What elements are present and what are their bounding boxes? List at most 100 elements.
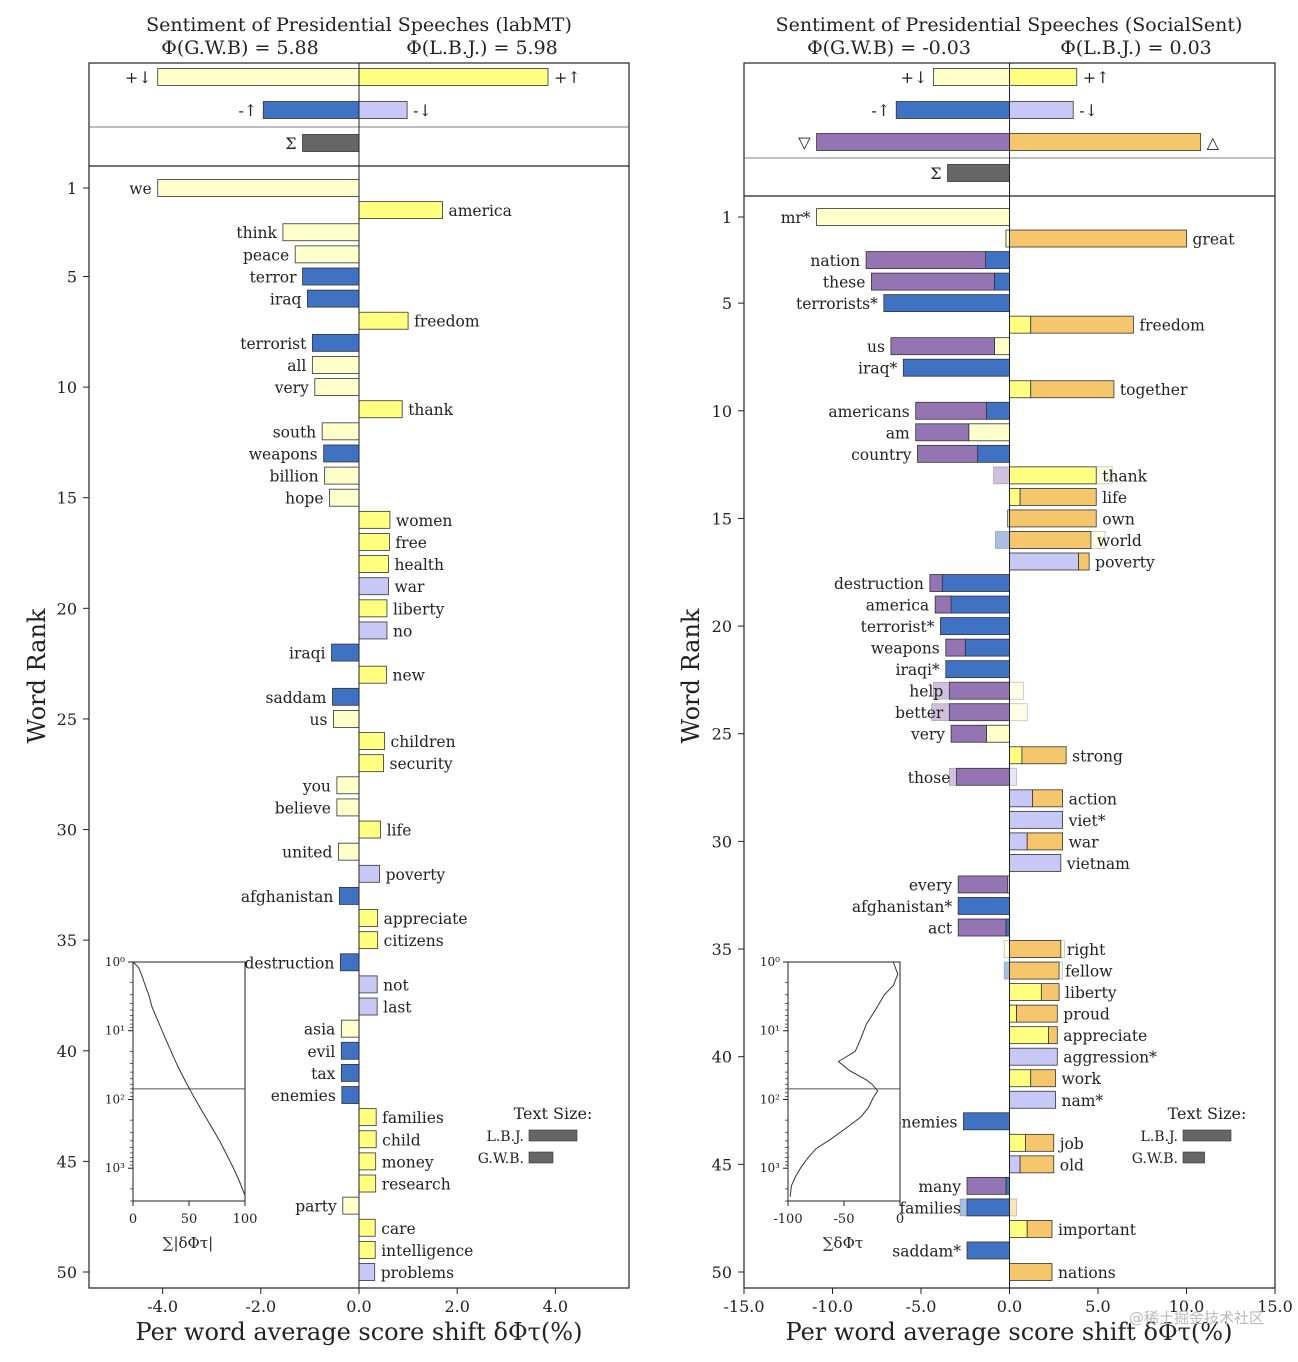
labmt-word-label: very	[274, 379, 309, 397]
labmt-word-label: no	[393, 622, 412, 640]
socialsent-word-bar	[1009, 1090, 1056, 1109]
socialsent-word-label: better	[895, 704, 944, 722]
socialsent-word-label: nations	[1058, 1264, 1116, 1282]
socialsent-word-label: very	[910, 726, 945, 744]
labmt-word-bar	[358, 1218, 376, 1237]
socialsent-word-bar	[1009, 681, 1025, 700]
labmt-x-tick-label: 4.0	[543, 1297, 568, 1316]
socialsent-x-tick-label: 0.0	[997, 1297, 1022, 1316]
socialsent-word-bar	[1021, 746, 1067, 765]
labmt-word-label: security	[390, 755, 453, 773]
socialsent-word-bar	[1009, 1133, 1026, 1152]
socialsent-word-bar	[1009, 703, 1028, 722]
socialsent-word-bar	[994, 337, 1010, 356]
labmt-word-label: tax	[311, 1065, 335, 1083]
socialsent-word-bar	[871, 272, 995, 291]
socialsent-word-label: freedom	[1139, 317, 1205, 335]
socialsent-word-bar	[1009, 767, 1017, 786]
labmt-inset-curve	[132, 961, 246, 1196]
socialsent-word-label: these	[823, 274, 866, 292]
socialsent-chart-title: Sentiment of Presidential Speeches (Soci…	[776, 14, 1243, 36]
labmt-text-size-legend: Text Size: L.B.J. G.W.B.	[478, 1104, 593, 1167]
socialsent-summary-bar-label: -↓	[1079, 101, 1098, 120]
socialsent-word-bar	[1009, 552, 1079, 571]
socialsent-word-label: every	[909, 876, 953, 894]
labmt-summary-bar	[262, 101, 360, 119]
labmt-word-bar	[311, 356, 360, 374]
socialsent-inset-x-tick-label: 0	[896, 1212, 904, 1227]
socialsent-x-tick-label: -15.0	[723, 1297, 764, 1316]
labmt-word-label: money	[382, 1153, 434, 1171]
labmt-word-label: destruction	[244, 954, 334, 972]
labmt-word-label: life	[387, 822, 412, 840]
socialsent-word-bar	[1025, 1133, 1055, 1152]
labmt-word-bar	[311, 333, 360, 352]
labmt-word-bar	[358, 1108, 377, 1127]
socialsent-inset-frame	[787, 961, 901, 1202]
socialsent-word-bar	[945, 638, 966, 657]
labmt-word-label: all	[287, 357, 306, 375]
labmt-summary-bar-label: +↓	[125, 68, 152, 87]
labmt-word-bar	[323, 444, 360, 463]
labmt-y-tick-label: 45	[57, 1152, 77, 1171]
socialsent-x-tick-label: 5.0	[1085, 1297, 1110, 1316]
socialsent-word-bar	[1009, 1004, 1017, 1023]
socialsent-inset-x-tick-label: -100	[773, 1212, 802, 1227]
labmt-word-bar	[358, 621, 388, 640]
labmt-word-bar	[358, 400, 403, 419]
labmt-word-bar	[340, 1041, 360, 1060]
labmt-word-bar	[358, 1240, 376, 1259]
labmt-word-label: war	[394, 578, 425, 596]
labmt-summary-bar	[358, 68, 549, 86]
socialsent-summary-bar	[947, 164, 1010, 182]
labmt-word-bar	[341, 1086, 360, 1104]
socialsent-word-bar	[948, 703, 1010, 722]
socialsent-word-label: proud	[1063, 1006, 1110, 1024]
socialsent-word-label: thank	[1102, 467, 1147, 485]
labmt-word-bar	[340, 1063, 360, 1082]
socialsent-word-bar	[950, 724, 987, 743]
socialsent-word-bar	[948, 767, 957, 786]
socialsent-word-bar	[1078, 552, 1090, 571]
labmt-word-label: freedom	[414, 313, 480, 331]
socialsent-summary-bar-label: △	[1207, 133, 1220, 152]
labmt-word-label: asia	[304, 1021, 335, 1039]
socialsent-word-label: vietnam	[1066, 855, 1130, 873]
socialsent-word-bar	[959, 1198, 968, 1217]
socialsent-y-tick-label: 20	[712, 617, 732, 636]
socialsent-word-bar	[1009, 1047, 1058, 1066]
socialsent-word-label: job	[1058, 1135, 1084, 1153]
labmt-summary-bar	[302, 134, 360, 152]
socialsent-summary-bar	[1009, 101, 1074, 119]
labmt-inset-y-tick-label: 10²	[105, 1092, 125, 1106]
socialsent-word-label: destruction	[834, 575, 924, 593]
labmt-word-bar	[358, 201, 443, 220]
socialsent-word-bar	[1009, 1026, 1049, 1045]
socialsent-word-bar	[915, 401, 987, 420]
labmt-text-size-gwb-bar	[528, 1151, 554, 1164]
labmt-word-bar	[332, 687, 360, 706]
labmt-word-bar	[302, 267, 360, 286]
socialsent-summary-bar	[932, 68, 1010, 86]
socialsent-inset-cumulative: ∑δΦτ 10⁰ 10¹ 10² 10³ -100 -50 0	[760, 955, 904, 1252]
socialsent-word-label: nam*	[1062, 1092, 1104, 1110]
socialsent-y-tick-label: 5	[722, 294, 732, 313]
labmt-word-bar	[314, 378, 360, 397]
labmt-word-bar	[340, 1019, 360, 1038]
socialsent-summary-bar	[816, 133, 1010, 151]
socialsent-y-tick-label: 10	[712, 402, 732, 421]
socialsent-word-bar	[1005, 1176, 1010, 1195]
labmt-phi-gwb: Φ(G.W.B) = 5.88	[161, 37, 318, 59]
socialsent-word-bar	[940, 617, 1010, 635]
labmt-text-size-title: Text Size:	[514, 1104, 593, 1123]
socialsent-word-label: old	[1060, 1156, 1084, 1174]
socialsent-word-bar	[950, 595, 1010, 614]
socialsent-word-bar	[948, 681, 1010, 700]
socialsent-inset-y-tick-label: 10¹	[760, 1024, 780, 1038]
labmt-word-bars: we america think peace terror iraq freedom terr…	[129, 179, 512, 1282]
labmt-word-bar	[342, 1196, 360, 1215]
socialsent-word-label: important	[1058, 1221, 1137, 1239]
socialsent-word-bar	[1009, 1220, 1028, 1238]
socialsent-word-bar	[1032, 789, 1064, 808]
socialsent-word-bar	[1026, 832, 1063, 851]
